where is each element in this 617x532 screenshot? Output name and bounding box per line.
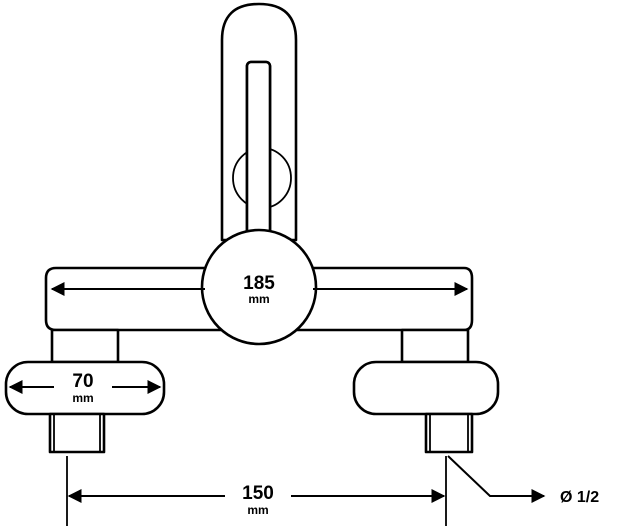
right-eccentric-nut (352, 360, 500, 416)
dimension-eccentric-width: 70 mm (8, 368, 162, 408)
right-connector-neck (400, 328, 470, 364)
dimension-center-distance-unit: mm (247, 503, 268, 517)
right-threaded-shank (424, 412, 474, 454)
spout (220, 2, 298, 244)
dimension-center-distance: 150 mm (66, 456, 447, 526)
dimension-eccentric-width-unit: mm (72, 391, 93, 405)
left-threaded-shank (48, 412, 106, 454)
dimension-body-width-value: 185 (243, 273, 275, 294)
dimension-body-width-unit: mm (248, 292, 269, 306)
callout-thread-size-label: Ø 1/2 (560, 489, 599, 506)
left-connector-neck (50, 328, 120, 364)
dimension-body-width: 185 mm (50, 270, 469, 310)
dimension-eccentric-width-value: 70 (72, 371, 93, 392)
dimension-center-distance-value: 150 (242, 483, 274, 504)
callout-thread-size: Ø 1/2 (447, 455, 599, 506)
